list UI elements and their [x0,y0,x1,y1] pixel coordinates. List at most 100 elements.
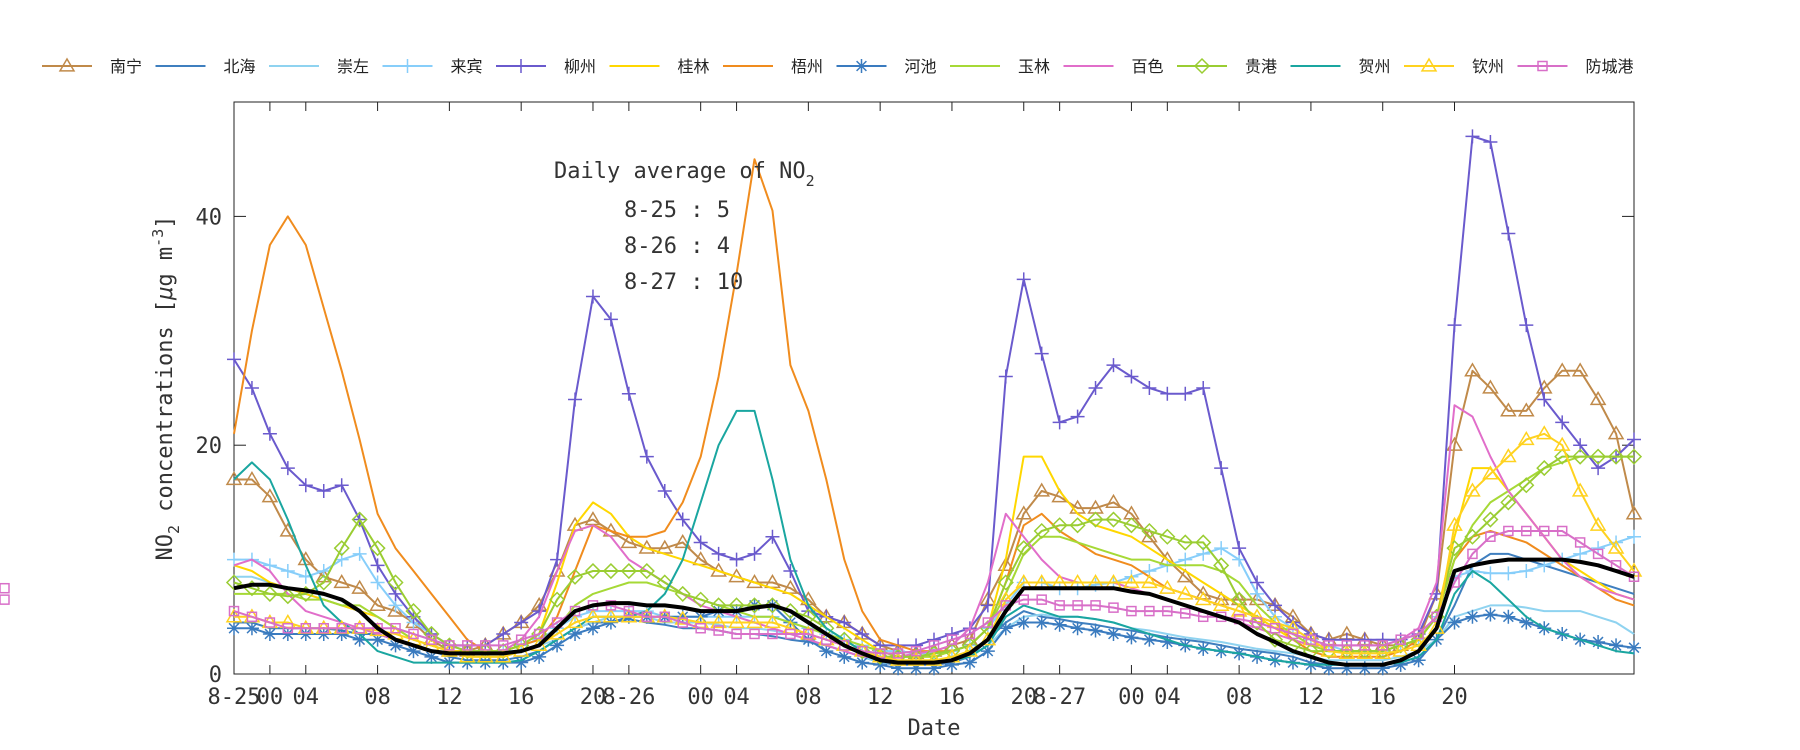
data-point [928,640,940,651]
data-point [1411,653,1426,668]
x-tick-label: 12 [436,685,463,710]
data-point [1518,477,1535,494]
data-point [1087,511,1104,528]
data-point [264,617,276,628]
data-point [1483,566,1498,581]
data-point [998,621,1013,636]
data-point [677,617,688,628]
data-point [729,552,744,567]
data-point [1446,516,1463,531]
data-point [370,558,385,573]
data-point [1447,318,1462,333]
y-axis-label-unit: g m [153,247,178,287]
data-point [1123,517,1140,534]
data-point [408,628,419,640]
data-point [1268,598,1283,613]
data-point [462,640,473,651]
legend-label: 梧州 [791,57,823,76]
data-point [1269,622,1281,634]
series-line [234,432,1635,662]
data-point [1374,644,1392,660]
data-point [944,657,959,672]
data-point [1627,529,1641,544]
data-point [1214,541,1229,556]
legend-item: 崇左 [269,57,369,76]
data-point [1464,528,1481,545]
data-point [1485,531,1496,542]
data-point [638,562,655,580]
daily-average-annotation: Daily average of NO2 8-25 : 5 8-26 : 4 8… [554,159,815,295]
data-point [369,596,386,612]
legend-label: 钦州 [1472,57,1504,76]
data-point [1230,602,1248,617]
data-point [1159,528,1176,545]
data-point [1393,657,1408,672]
data-point [1501,609,1516,624]
data-point [300,622,312,634]
y-tick-label: 40 [196,205,223,230]
data-point [620,533,638,549]
data-point [1214,461,1229,476]
data-point [765,529,780,544]
data-point [1176,585,1194,600]
x-axis-label: Date [908,716,961,741]
data-point [1539,525,1550,537]
data-point [1482,511,1499,528]
data-point [1341,640,1353,651]
legend-label: 来宾 [451,57,483,76]
x-tick-label: 8-25 [208,685,261,710]
legend-label: 百色 [1132,57,1164,76]
data-point [585,289,600,304]
legend-label: 南宁 [110,57,142,76]
x-tick-label: 04 [723,685,750,710]
data-point [566,568,584,585]
y-axis-label-sub: 2 [165,525,183,534]
data-point [515,634,527,645]
data-point [333,574,351,589]
data-point [1126,605,1137,617]
data-point [889,651,907,666]
data-point [1036,594,1047,605]
data-point [1503,525,1514,537]
data-point [315,574,332,591]
data-point [1392,642,1409,657]
data-point [1482,379,1499,394]
data-point [1142,632,1157,647]
data-point [532,649,547,664]
data-point [1212,596,1230,612]
legend-marker [854,59,869,73]
data-point [675,609,690,624]
legend-marker [1420,57,1438,72]
data-point [1052,415,1067,430]
data-point [764,597,781,614]
data-point [747,546,762,561]
data-point [656,574,673,591]
data-point [280,461,295,476]
data-point [1465,129,1480,144]
data-point [1413,628,1424,640]
data-point [1553,362,1571,377]
data-point [1536,460,1553,477]
data-point [1519,564,1534,579]
data-point [1162,605,1173,617]
data-point [657,483,672,498]
annotation-line-2: 8-26 : 4 [624,234,730,259]
data-point [1213,557,1230,574]
data-point [568,392,583,407]
data-point [1500,402,1517,417]
data-point [1160,386,1175,401]
data-point [1521,525,1532,537]
data-point [1287,628,1299,640]
y-axis-label-no: NO [153,534,178,561]
data-point [1018,594,1029,605]
data-point [997,556,1015,571]
data-point [980,644,995,659]
data-point [767,628,778,640]
data-point [1537,392,1552,407]
data-point [1554,448,1571,465]
data-point [1338,644,1356,660]
data-point [426,634,437,645]
data-point [1231,591,1248,608]
data-point [1395,634,1406,645]
legend-item: 柳州 [496,57,596,76]
